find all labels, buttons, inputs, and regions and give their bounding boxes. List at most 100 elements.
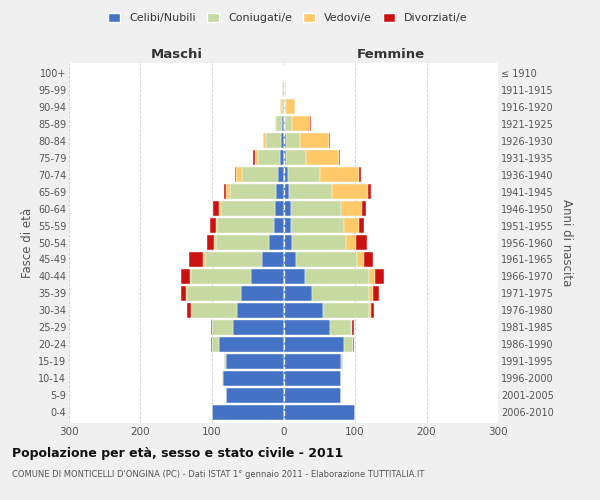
Legend: Celibi/Nubili, Coniugati/e, Vedovi/e, Divorziati/e: Celibi/Nubili, Coniugati/e, Vedovi/e, Di… — [104, 8, 472, 28]
Bar — [266, 134, 281, 148]
Text: COMUNE DI MONTICELLI D'ONGINA (PC) - Dati ISTAT 1° gennaio 2011 - Elaborazione T: COMUNE DI MONTICELLI D'ONGINA (PC) - Dat… — [12, 470, 424, 479]
Bar — [219, 202, 221, 216]
Bar — [281, 100, 283, 114]
Bar — [285, 82, 286, 97]
Bar — [289, 184, 332, 199]
Bar — [214, 202, 219, 216]
Bar — [346, 236, 356, 250]
Bar — [274, 218, 284, 232]
Bar — [224, 184, 226, 199]
Bar — [189, 252, 203, 266]
Bar — [212, 320, 233, 334]
Bar — [224, 354, 226, 368]
Bar — [338, 150, 340, 165]
Y-axis label: Anni di nascita: Anni di nascita — [560, 199, 573, 286]
Bar — [305, 269, 370, 283]
Bar — [259, 150, 280, 165]
Bar — [191, 269, 251, 283]
Bar — [284, 218, 290, 232]
Bar — [284, 337, 344, 351]
Bar — [344, 218, 359, 232]
Bar — [284, 116, 285, 131]
Bar — [205, 252, 262, 266]
Bar — [214, 236, 215, 250]
Bar — [370, 286, 373, 300]
Bar — [186, 286, 187, 300]
Bar — [212, 337, 219, 351]
Bar — [330, 320, 352, 334]
Text: Maschi: Maschi — [150, 48, 202, 61]
Bar — [217, 218, 274, 232]
Bar — [286, 100, 295, 114]
Bar — [181, 286, 186, 300]
Bar — [255, 150, 259, 165]
Bar — [262, 252, 284, 266]
Bar — [290, 218, 344, 232]
Bar — [332, 184, 368, 199]
Bar — [275, 202, 284, 216]
Bar — [233, 320, 284, 334]
Bar — [312, 286, 370, 300]
Bar — [207, 236, 214, 250]
Bar — [341, 354, 343, 368]
Bar — [284, 100, 286, 114]
Bar — [190, 269, 191, 283]
Bar — [283, 100, 284, 114]
Bar — [211, 337, 212, 351]
Bar — [219, 337, 284, 351]
Bar — [284, 371, 341, 386]
Bar — [323, 303, 370, 318]
Bar — [292, 116, 310, 131]
Bar — [284, 252, 296, 266]
Bar — [375, 269, 383, 283]
Bar — [242, 168, 278, 182]
Bar — [284, 150, 286, 165]
Bar — [284, 320, 330, 334]
Bar — [284, 405, 355, 419]
Bar — [277, 116, 282, 131]
Bar — [371, 303, 374, 318]
Bar — [226, 184, 230, 199]
Bar — [215, 236, 269, 250]
Bar — [284, 286, 312, 300]
Bar — [307, 150, 338, 165]
Bar — [344, 337, 353, 351]
Bar — [357, 252, 364, 266]
Bar — [370, 303, 371, 318]
Bar — [226, 354, 284, 368]
Bar — [284, 269, 305, 283]
Bar — [296, 252, 357, 266]
Bar — [263, 134, 266, 148]
Bar — [285, 116, 292, 131]
Bar — [284, 354, 341, 368]
Bar — [278, 168, 284, 182]
Bar — [359, 218, 364, 232]
Bar — [373, 286, 379, 300]
Bar — [364, 252, 373, 266]
Bar — [329, 134, 330, 148]
Bar — [280, 150, 284, 165]
Bar — [181, 269, 190, 283]
Bar — [284, 184, 289, 199]
Bar — [226, 388, 284, 402]
Bar — [251, 269, 284, 283]
Bar — [290, 202, 341, 216]
Bar — [211, 320, 212, 334]
Bar — [284, 303, 323, 318]
Bar — [284, 168, 288, 182]
Bar — [284, 82, 285, 97]
Bar — [212, 405, 284, 419]
Bar — [187, 303, 191, 318]
Bar — [284, 388, 341, 402]
Bar — [281, 134, 284, 148]
Text: Popolazione per età, sesso e stato civile - 2011: Popolazione per età, sesso e stato civil… — [12, 448, 343, 460]
Bar — [284, 134, 286, 148]
Bar — [203, 252, 205, 266]
Bar — [359, 168, 361, 182]
Bar — [269, 236, 284, 250]
Bar — [230, 184, 277, 199]
Bar — [288, 168, 320, 182]
Bar — [280, 100, 281, 114]
Bar — [215, 218, 217, 232]
Bar — [221, 202, 275, 216]
